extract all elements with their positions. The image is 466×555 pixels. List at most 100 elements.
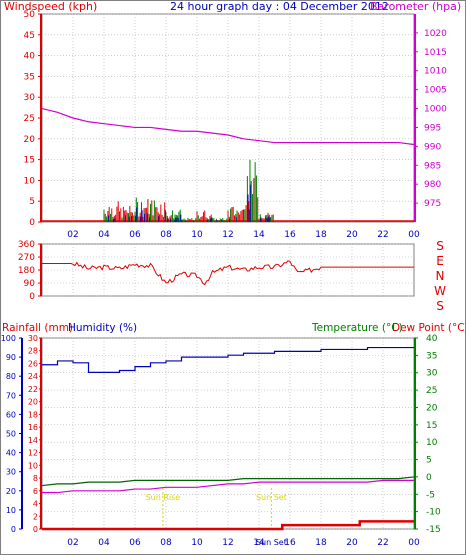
compass-label: S — [436, 299, 444, 313]
humidity-tick-label: 20 — [6, 487, 16, 496]
top-right-tick-label: 1005 — [424, 86, 447, 96]
rain-tick-label: 26 — [28, 359, 38, 368]
rain-tick-label: 0 — [33, 525, 38, 534]
humidity-tick-label: 10 — [6, 506, 16, 515]
temperature-label: Temperature (°C) — [311, 322, 403, 334]
mid-tick-label: 270 — [18, 253, 35, 263]
top-left-tick-label: 0 — [29, 218, 35, 228]
rain-tick-label: 4 — [33, 500, 38, 509]
rain-tick-label: 10 — [28, 461, 38, 470]
windspeed-label: Windspeed (kph) — [4, 0, 97, 13]
top-left-tick-label: 40 — [24, 52, 36, 62]
top-right-tick-label: 995 — [424, 123, 441, 133]
sunrise-label: Sun Rise — [146, 493, 181, 502]
top-left-tick-label: 45 — [24, 31, 35, 41]
mid-tick-label: 360 — [18, 240, 35, 250]
humidity-tick-label: 40 — [6, 449, 16, 458]
temp-tick-label: 40 — [426, 334, 438, 344]
top-right-tick-label: 990 — [424, 142, 441, 152]
top-right-tick-label: 1010 — [424, 67, 447, 77]
temp-tick-label: 25 — [426, 386, 437, 396]
top-right-tick-label: 1020 — [424, 29, 447, 39]
temp-tick-label: -10 — [426, 508, 441, 518]
bot-x-tick-label: 16 — [284, 538, 296, 548]
top-left-tick-label: 5 — [29, 197, 35, 207]
bot-x-tick-label: 10 — [191, 538, 203, 548]
top-x-tick-label: 20 — [346, 230, 358, 240]
temp-tick-label: -15 — [426, 525, 441, 535]
compass-label: S — [436, 239, 444, 253]
rain-tick-label: 14 — [28, 436, 38, 445]
dewpoint-label: Dew Point (°C) — [392, 322, 466, 334]
top-right-tick-label: 975 — [424, 199, 441, 209]
top-x-tick-label: 10 — [191, 230, 203, 240]
compass-label: E — [436, 254, 444, 268]
bot-x-tick-label: Sun Set — [256, 538, 287, 547]
mid-tick-label: 180 — [18, 266, 35, 276]
rain-tick-label: 20 — [28, 398, 38, 407]
top-left-tick-label: 10 — [24, 176, 36, 186]
rain-tick-label: 28 — [28, 347, 38, 356]
humidity-tick-label: 60 — [6, 410, 16, 419]
top-x-tick-label: 12 — [222, 230, 233, 240]
top-left-tick-label: 20 — [24, 135, 36, 145]
temp-tick-label: 15 — [426, 421, 437, 431]
temperature-series-line — [41, 476, 415, 487]
humidity-tick-label: 50 — [6, 430, 16, 439]
top-right-tick-label: 985 — [424, 161, 441, 171]
sunset-label: Sun Set — [256, 493, 287, 502]
top-x-tick-label: 22 — [377, 230, 388, 240]
top-x-tick-label: 08 — [160, 230, 172, 240]
rain-tick-label: 22 — [28, 385, 38, 394]
humidity-label: Humidity (%) — [68, 322, 137, 334]
bot-x-tick-label: 02 — [67, 538, 78, 548]
top-right-tick-label: 1000 — [424, 105, 447, 115]
barometer-series-line — [41, 107, 415, 146]
rainfall-label: Rainfall (mm) — [2, 322, 73, 334]
mid-tick-label: 90 — [24, 279, 36, 289]
rain-tick-label: 18 — [28, 410, 38, 419]
top-left-tick-label: 25 — [24, 114, 35, 124]
humidity-series-line — [42, 346, 414, 373]
top-x-tick-label: 00 — [408, 230, 420, 240]
compass-label: N — [436, 269, 445, 283]
top-right-tick-label: 980 — [424, 180, 441, 190]
top-right-tick-label: 1015 — [424, 48, 447, 58]
temp-tick-label: 10 — [426, 438, 438, 448]
top-left-tick-label: 30 — [24, 93, 36, 103]
rain-tick-label: 6 — [33, 487, 38, 496]
bot-x-tick-label: 04 — [98, 538, 110, 548]
temp-tick-label: 30 — [426, 369, 438, 379]
humidity-tick-label: 80 — [6, 372, 16, 381]
bot-x-tick-label: 08 — [160, 538, 172, 548]
compass-label: W — [434, 284, 446, 298]
rain-tick-label: 12 — [28, 449, 38, 458]
top-x-tick-label: 18 — [315, 230, 327, 240]
rain-humidity-temperature-panel: -15-10-505101520253035400246810121416182… — [1, 334, 441, 548]
top-x-tick-label: 16 — [284, 230, 296, 240]
bot-x-tick-label: 06 — [129, 538, 141, 548]
bot-x-tick-label: 18 — [315, 538, 327, 548]
barometer-label: Barometer (hpa) — [370, 0, 461, 13]
top-x-tick-label: 14 — [253, 230, 265, 240]
mid-tick-label: 0 — [29, 292, 35, 302]
temp-tick-label: 0 — [426, 473, 432, 483]
temp-tick-label: 5 — [426, 456, 432, 466]
windspeed-barometer-panel: 0510152025303540455097598098599099510001… — [24, 10, 448, 240]
rain-tick-label: 2 — [33, 512, 38, 521]
top-left-tick-label: 15 — [24, 156, 35, 166]
top-x-tick-label: 04 — [98, 230, 110, 240]
rainfall-series-line — [42, 520, 414, 531]
bot-x-tick-label: 00 — [408, 538, 420, 548]
rain-tick-label: 16 — [28, 423, 38, 432]
temp-tick-label: 35 — [426, 351, 437, 361]
top-x-tick-label: 06 — [129, 230, 141, 240]
humidity-tick-label: 100 — [1, 334, 16, 343]
rain-tick-label: 30 — [28, 334, 38, 343]
bot-x-tick-label: 14 — [253, 538, 265, 548]
top-x-tick-label: 02 — [67, 230, 78, 240]
bot-x-tick-label: 12 — [222, 538, 233, 548]
humidity-tick-label: 70 — [6, 391, 16, 400]
